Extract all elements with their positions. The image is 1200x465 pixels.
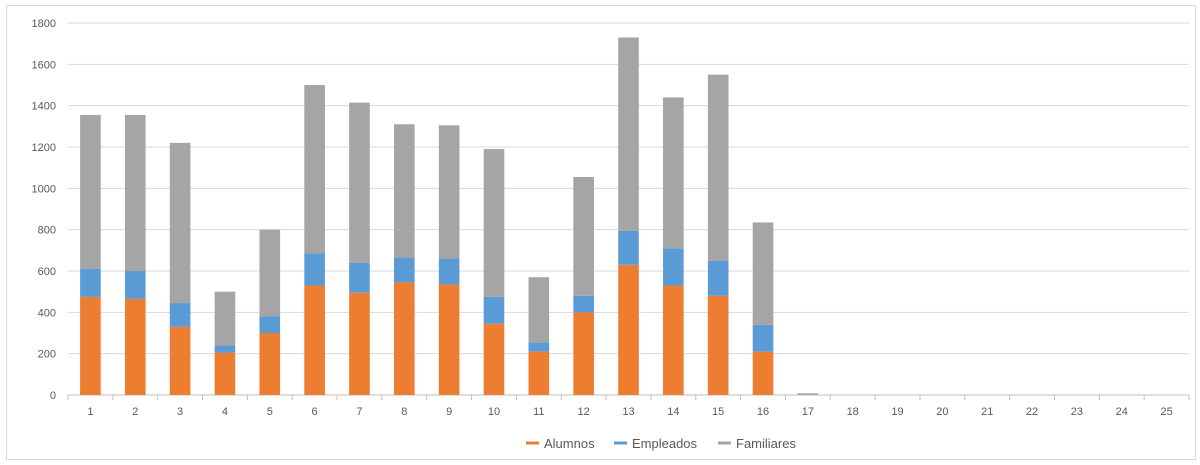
x-tick-label: 15 [712, 406, 724, 418]
bar-familiares-12 [573, 176, 594, 296]
x-tick-label: 6 [312, 406, 318, 418]
bar-alumnos-5 [259, 333, 281, 395]
bar-alumnos-6 [304, 285, 325, 395]
x-tick-label: 5 [267, 406, 273, 418]
bar-familiares-8 [393, 124, 415, 258]
bar-familiares-6 [304, 85, 325, 254]
bar-empleados-10 [483, 296, 505, 324]
bar-familiares-13 [618, 37, 639, 231]
x-tick-label: 24 [1116, 406, 1128, 418]
bar-familiares-4 [214, 291, 236, 346]
y-tick-label: 1200 [32, 142, 56, 154]
bar-alumnos-7 [349, 292, 370, 395]
bar-alumnos-11 [528, 351, 550, 395]
bar-empleados-8 [393, 257, 415, 283]
y-tick-label: 1400 [32, 101, 56, 113]
x-tick-label: 17 [802, 406, 814, 418]
legend-item-alumnos: Alumnos [526, 436, 595, 451]
y-tick-label: 0 [50, 390, 56, 402]
x-tick-label: 18 [847, 406, 859, 418]
legend-item-familiares: Familiares [718, 436, 796, 451]
x-tick-label: 2 [132, 406, 138, 418]
x-tick-label: 16 [757, 406, 769, 418]
bar-familiares-17 [797, 393, 819, 395]
bar-alumnos-15 [707, 295, 729, 395]
x-tick-label: 12 [578, 406, 590, 418]
y-tick-label: 200 [38, 349, 56, 361]
bar-familiares-5 [259, 229, 281, 317]
x-tick-label: 1 [87, 406, 93, 418]
bar-familiares-1 [80, 114, 101, 269]
bar-familiares-15 [707, 74, 729, 261]
legend-label: Familiares [736, 436, 796, 451]
bars [80, 37, 819, 395]
bar-empleados-4 [214, 345, 236, 353]
y-tick-label: 1800 [32, 18, 56, 30]
y-tick-label: 400 [38, 307, 56, 319]
bar-alumnos-16 [752, 351, 774, 395]
x-tick-label: 9 [446, 406, 452, 418]
bar-alumnos-14 [663, 285, 684, 395]
bar-alumnos-9 [438, 284, 460, 395]
x-tick-label: 25 [1160, 406, 1172, 418]
bar-familiares-7 [349, 102, 370, 263]
bar-familiares-10 [483, 149, 505, 297]
bar-empleados-2 [124, 271, 146, 299]
bar-empleados-12 [573, 295, 594, 313]
bar-alumnos-4 [214, 352, 236, 395]
y-tick-label: 800 [38, 225, 56, 237]
y-tick-label: 1000 [32, 183, 56, 195]
bar-empleados-3 [169, 303, 191, 327]
bar-alumnos-10 [483, 323, 505, 395]
bar-empleados-9 [438, 258, 460, 285]
legend-label: Alumnos [544, 436, 595, 451]
bar-alumnos-13 [618, 264, 639, 395]
legend-label: Empleados [632, 436, 698, 451]
bar-empleados-7 [349, 262, 370, 293]
x-axis [67, 394, 1190, 400]
x-tick-label: 23 [1071, 406, 1083, 418]
bar-empleados-13 [618, 230, 639, 265]
x-tick-label: 10 [488, 406, 500, 418]
bar-familiares-9 [438, 125, 460, 259]
bar-familiares-14 [663, 97, 684, 249]
legend: Alumnos Empleados Familiares [526, 436, 796, 451]
x-tick-label: 7 [356, 406, 362, 418]
bar-familiares-3 [169, 142, 191, 304]
x-tick-label: 4 [222, 406, 228, 418]
bar-familiares-2 [124, 114, 146, 271]
y-axis-ticks: 0 200 400 600 800 1000 1200 1400 1600 1800 [32, 18, 56, 402]
bar-empleados-11 [528, 342, 550, 352]
x-tick-label: 19 [891, 406, 903, 418]
bar-empleados-1 [80, 268, 101, 297]
bar-empleados-6 [304, 253, 325, 286]
x-tick-label: 20 [936, 406, 948, 418]
bar-empleados-5 [259, 316, 281, 333]
bar-empleados-15 [707, 260, 729, 296]
x-axis-ticks: 1 2 3 4 5 6 7 8 9 10 11 12 13 14 15 16 17 18 19 20 21 22 23 24 2… [87, 406, 1172, 418]
x-tick-label: 21 [981, 406, 993, 418]
x-tick-label: 3 [177, 406, 183, 418]
bar-alumnos-8 [393, 282, 415, 395]
bar-familiares-11 [528, 277, 550, 343]
y-tick-label: 1600 [32, 59, 56, 71]
x-tick-label: 11 [533, 406, 544, 418]
x-tick-label: 22 [1026, 406, 1038, 418]
bar-alumnos-12 [573, 312, 594, 395]
bar-alumnos-2 [124, 298, 146, 395]
bar-alumnos-3 [169, 326, 191, 395]
x-tick-label: 14 [667, 406, 679, 418]
bar-familiares-16 [752, 222, 774, 325]
y-tick-label: 600 [38, 266, 56, 278]
bar-empleados-14 [663, 248, 684, 286]
x-tick-label: 13 [622, 406, 634, 418]
legend-item-empleados: Empleados [614, 436, 698, 451]
bar-empleados-16 [752, 324, 774, 352]
bar-alumnos-1 [80, 296, 101, 395]
x-tick-label: 8 [401, 406, 407, 418]
